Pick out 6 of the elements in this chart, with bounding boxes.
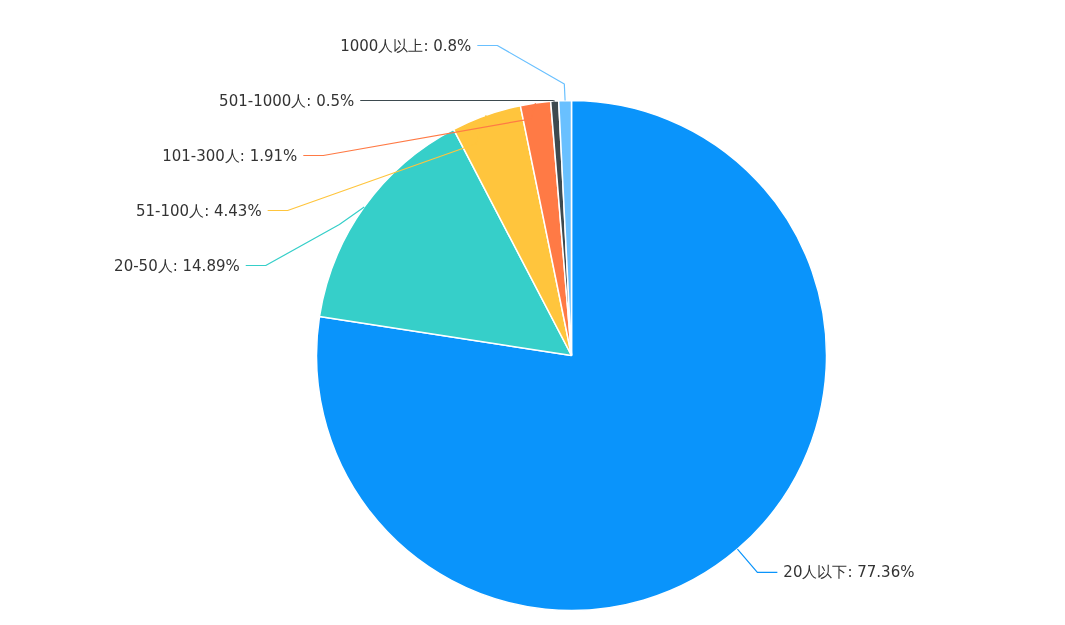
slice-label: 20人以下: 77.36% bbox=[783, 563, 915, 582]
slice-label: 101-300人: 1.91% bbox=[162, 146, 298, 165]
slice-label: 501-1000人: 0.5% bbox=[219, 91, 355, 110]
slice-label: 20-50人: 14.89% bbox=[114, 256, 240, 275]
slice-label: 1000人以上: 0.8% bbox=[340, 36, 472, 55]
slice-label: 51-100人: 4.43% bbox=[136, 201, 262, 220]
